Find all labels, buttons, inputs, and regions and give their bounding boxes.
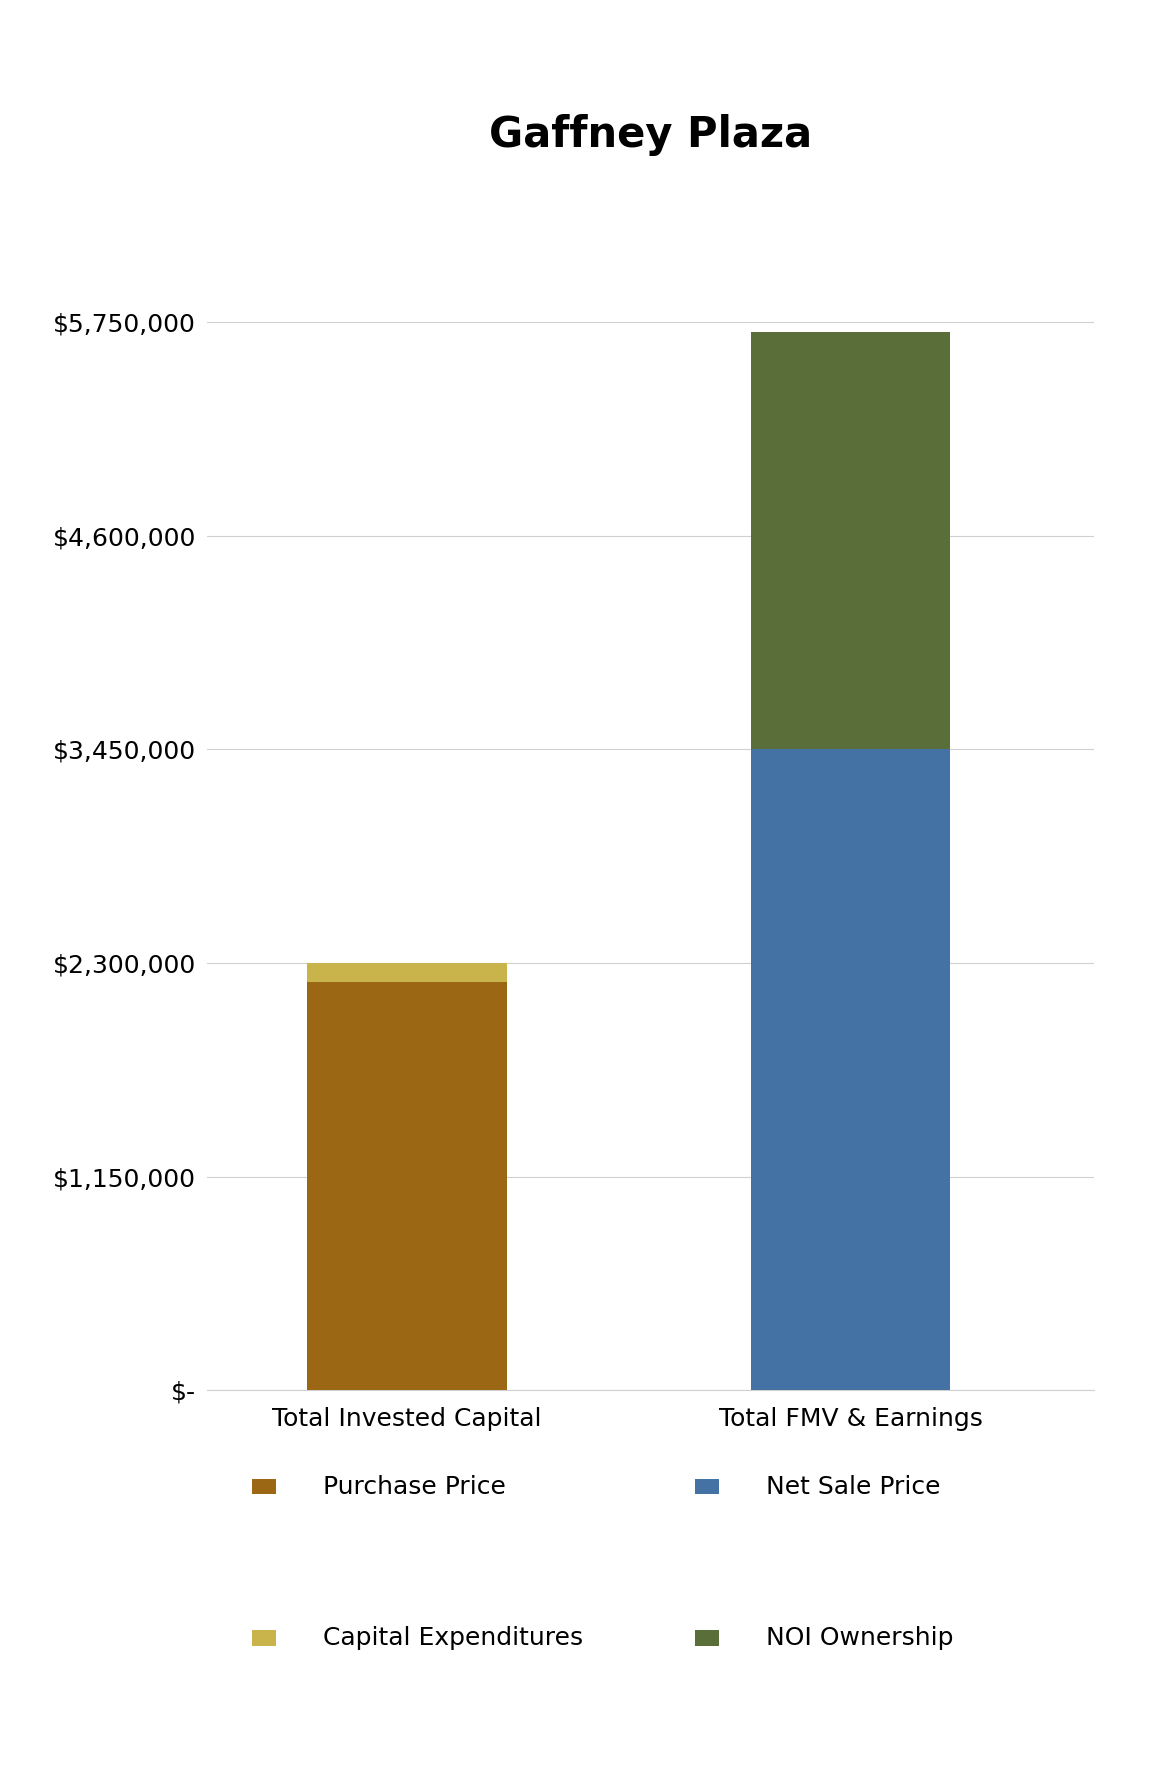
Text: Net Sale Price: Net Sale Price xyxy=(766,1475,941,1498)
FancyBboxPatch shape xyxy=(695,1631,719,1645)
Text: Gaffney Plaza: Gaffney Plaza xyxy=(490,114,812,156)
Text: NOI Ownership: NOI Ownership xyxy=(766,1625,954,1650)
FancyBboxPatch shape xyxy=(251,1479,275,1495)
Text: Purchase Price: Purchase Price xyxy=(323,1475,506,1498)
Bar xyxy=(751,333,950,749)
Text: Capital Expenditures: Capital Expenditures xyxy=(323,1625,583,1650)
Bar xyxy=(308,982,507,1389)
Bar xyxy=(308,964,507,982)
FancyBboxPatch shape xyxy=(695,1479,719,1495)
FancyBboxPatch shape xyxy=(251,1631,275,1645)
Bar xyxy=(751,749,950,1389)
